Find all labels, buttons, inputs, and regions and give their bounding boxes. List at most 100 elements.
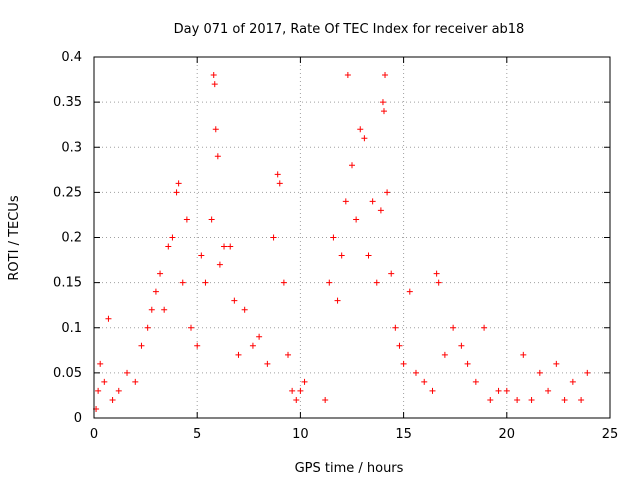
x-tick-label: 15 <box>395 427 412 442</box>
data-point <box>289 387 296 394</box>
y-axis-label: ROTI / TECUs <box>7 195 22 280</box>
data-point <box>109 396 116 403</box>
data-point <box>212 126 219 133</box>
y-tick-label: 0.15 <box>53 276 82 291</box>
data-points <box>93 72 591 412</box>
data-point <box>326 279 333 286</box>
data-point <box>194 342 201 349</box>
data-point <box>464 360 471 367</box>
x-tick-label: 10 <box>292 427 309 442</box>
data-point <box>481 324 488 331</box>
data-point <box>157 270 164 277</box>
y-tick-label: 0.1 <box>61 321 82 336</box>
data-point <box>392 324 399 331</box>
x-tick-label: 25 <box>602 427 619 442</box>
data-point <box>152 288 159 295</box>
data-point <box>161 306 168 313</box>
data-point <box>584 369 591 376</box>
data-point <box>406 288 413 295</box>
data-point <box>578 396 585 403</box>
data-point <box>202 279 209 286</box>
data-point <box>379 99 386 106</box>
y-tick-label: 0.4 <box>61 50 82 65</box>
data-point <box>435 279 442 286</box>
data-point <box>183 216 190 223</box>
data-point <box>520 351 527 358</box>
data-point <box>138 342 145 349</box>
data-point <box>384 189 391 196</box>
data-point <box>365 252 372 259</box>
data-point <box>373 279 380 286</box>
chart-title: Day 071 of 2017, Rate Of TEC Index for r… <box>174 22 525 37</box>
data-point <box>433 270 440 277</box>
data-point <box>334 297 341 304</box>
data-point <box>208 216 215 223</box>
data-point <box>95 387 102 394</box>
data-point <box>264 360 271 367</box>
y-tick-label: 0.05 <box>53 366 82 381</box>
data-point <box>380 108 387 115</box>
x-tick-label: 0 <box>90 427 98 442</box>
data-point <box>249 342 256 349</box>
data-point <box>322 396 329 403</box>
y-tick-label: 0.25 <box>53 185 82 200</box>
data-point <box>274 171 281 178</box>
data-point <box>400 360 407 367</box>
data-point <box>361 135 368 142</box>
data-point <box>495 387 502 394</box>
data-point <box>553 360 560 367</box>
data-point <box>105 315 112 322</box>
data-point <box>388 270 395 277</box>
data-point <box>458 342 465 349</box>
data-point <box>216 261 223 268</box>
y-tick-label: 0.2 <box>61 231 82 246</box>
data-point <box>344 72 351 79</box>
data-point <box>338 252 345 259</box>
data-point <box>514 396 521 403</box>
y-tick-label: 0 <box>74 411 82 426</box>
data-point <box>561 396 568 403</box>
data-point <box>144 324 151 331</box>
data-point <box>124 369 131 376</box>
data-point <box>330 234 337 241</box>
data-point <box>97 360 104 367</box>
data-point <box>132 378 139 385</box>
data-point <box>377 207 384 214</box>
data-point <box>369 198 376 205</box>
data-point <box>210 72 217 79</box>
data-point <box>396 342 403 349</box>
data-point <box>536 369 543 376</box>
x-tick-label: 5 <box>193 427 201 442</box>
data-point <box>198 252 205 259</box>
data-point <box>503 387 510 394</box>
data-point <box>173 189 180 196</box>
axis-ticks: 0 5 10 15 20 25 0 0.05 0.1 0.15 0.2 0.25 0.3 0.35 0.4 <box>53 50 618 442</box>
data-point <box>276 180 283 187</box>
grid <box>94 57 610 418</box>
data-point <box>528 396 535 403</box>
data-point <box>270 234 277 241</box>
data-point <box>342 198 349 205</box>
x-axis-label: GPS time / hours <box>295 461 404 476</box>
data-point <box>221 243 228 250</box>
data-point <box>487 396 494 403</box>
data-point <box>235 351 242 358</box>
data-point <box>412 369 419 376</box>
data-point <box>165 243 172 250</box>
data-point <box>441 351 448 358</box>
data-point <box>179 279 186 286</box>
data-point <box>101 378 108 385</box>
y-tick-label: 0.35 <box>53 95 82 110</box>
data-point <box>293 396 300 403</box>
data-point <box>211 81 218 88</box>
data-point <box>545 387 552 394</box>
data-point <box>214 153 221 160</box>
data-point <box>472 378 479 385</box>
data-point <box>450 324 457 331</box>
data-point <box>169 234 176 241</box>
data-point <box>301 378 308 385</box>
data-point <box>569 378 576 385</box>
data-point <box>382 72 389 79</box>
data-point <box>297 387 304 394</box>
